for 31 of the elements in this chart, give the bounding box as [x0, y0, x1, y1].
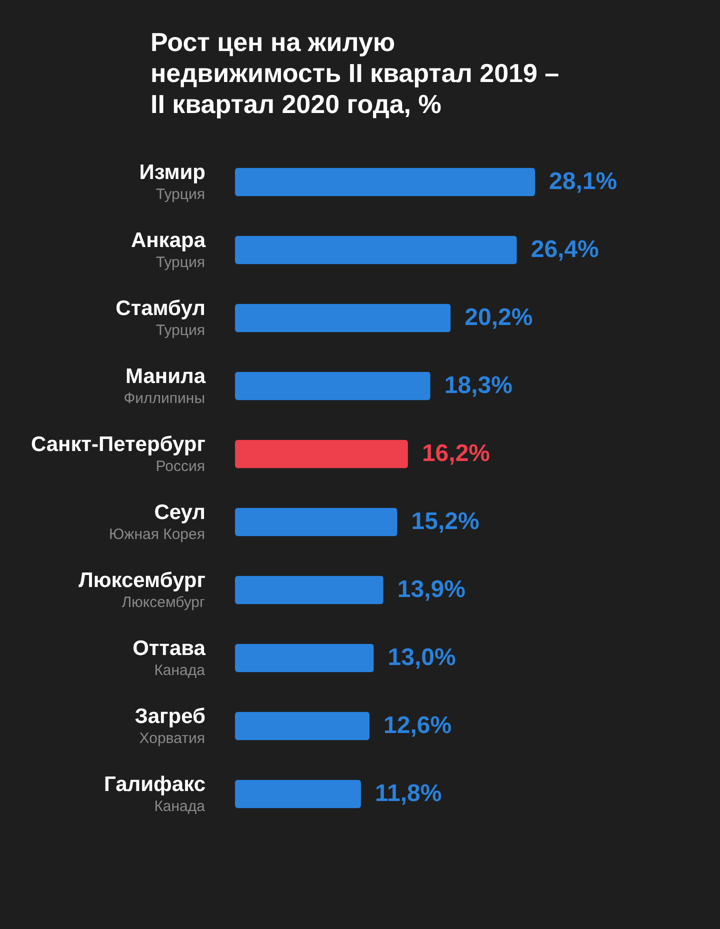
category-label: Стамбул Турция — [116, 297, 206, 339]
bar — [235, 168, 535, 196]
bar — [235, 440, 408, 468]
data-label: 13,0% — [388, 644, 456, 671]
category-label: Люксембург Люксембург — [78, 569, 206, 611]
bar — [235, 712, 370, 740]
data-label: 18,3% — [444, 372, 512, 399]
data-label: 20,2% — [464, 304, 533, 331]
bar — [235, 508, 398, 536]
bar — [235, 644, 374, 672]
bar — [235, 372, 430, 400]
category-label: Анкара Турция — [130, 229, 206, 271]
category-label: Оттава Канада — [132, 637, 206, 679]
bar — [235, 780, 361, 808]
category-label: Сеул Южная Корея — [109, 501, 206, 543]
category-label: Манила Филлипины — [124, 365, 206, 407]
category-label: Санкт-Петербург Россия — [30, 433, 206, 475]
data-label: 13,9% — [397, 576, 466, 603]
category-label: Измир Турция — [139, 161, 206, 203]
data-label: 16,2% — [422, 440, 490, 467]
data-label: 11,8% — [374, 780, 442, 807]
bar — [235, 236, 517, 264]
data-label: 15,2% — [411, 508, 480, 535]
data-label: 28,1% — [549, 168, 618, 195]
data-label: 26,4% — [530, 236, 599, 263]
data-label: 12,6% — [384, 712, 452, 739]
bar — [235, 304, 451, 332]
category-label: Загреб Хорватия — [134, 705, 206, 747]
chart-title: Рост цен на жилую недвижимость II квартал 2019 – II квартал 2020 года, % — [150, 27, 560, 119]
category-label: Галифакс Канада — [104, 773, 206, 815]
bar — [235, 576, 384, 604]
